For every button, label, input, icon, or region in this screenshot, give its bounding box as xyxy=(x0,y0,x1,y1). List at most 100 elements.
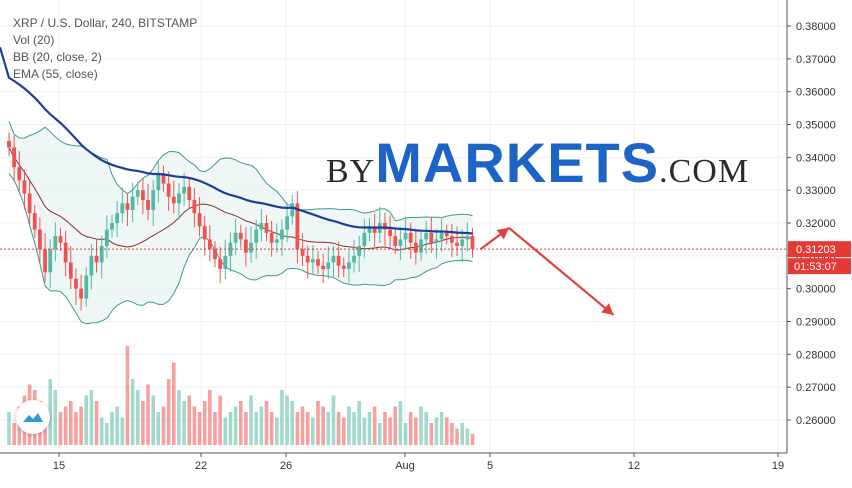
volume-bar xyxy=(439,412,444,445)
candle-body xyxy=(207,239,212,250)
candle-body xyxy=(110,223,114,230)
watermark-by: BY xyxy=(326,153,376,190)
axes: 0.38000 0.37000 0.36000 0.35000 0.34000 0.330… xyxy=(0,0,851,472)
volume-bar xyxy=(202,401,207,445)
candle-body xyxy=(424,232,429,240)
candle-body xyxy=(192,200,197,214)
volume-bar xyxy=(357,401,361,445)
candle-body xyxy=(285,216,289,230)
volume-bar xyxy=(336,412,341,445)
legend-ema: EMA (55, close) xyxy=(13,67,98,81)
volume-bar xyxy=(161,406,166,445)
volume-bar xyxy=(12,423,16,445)
candle-body xyxy=(146,200,150,210)
candle-body xyxy=(460,239,465,246)
price-tick-label: 0.27000 xyxy=(796,382,836,394)
candle-body xyxy=(135,190,140,197)
volume-bar xyxy=(347,406,351,445)
volume-bar xyxy=(94,401,99,445)
candle-body xyxy=(27,193,32,214)
volume-bar xyxy=(352,412,356,445)
volume-bar xyxy=(141,401,145,445)
candle-body xyxy=(125,203,130,210)
volume-bar xyxy=(166,379,171,445)
volume-bar xyxy=(197,412,202,445)
time-tick-label: 26 xyxy=(280,460,292,472)
candle-body xyxy=(238,232,243,240)
volume-bar xyxy=(465,428,470,445)
price-tick-label: 0.36000 xyxy=(796,87,836,99)
candle-body xyxy=(89,255,94,276)
candle-body xyxy=(156,173,161,191)
volume-bar xyxy=(172,362,176,445)
candle-body xyxy=(300,249,305,256)
volume-bar xyxy=(331,395,336,445)
candle-body xyxy=(444,232,449,237)
ema-line xyxy=(0,46,473,235)
volume-bar xyxy=(238,401,243,445)
volume-bar xyxy=(84,395,89,445)
volume-bar xyxy=(305,412,310,445)
volume-bar xyxy=(69,401,73,445)
candle-body xyxy=(171,196,176,204)
candle-body xyxy=(280,229,284,240)
candle-body xyxy=(383,223,387,230)
volume-bar xyxy=(151,395,155,445)
volume-bar xyxy=(125,346,130,445)
candle-body xyxy=(177,193,181,204)
volume-bar xyxy=(259,406,264,445)
candle-body xyxy=(290,203,295,217)
time-tick-label: 19 xyxy=(772,460,784,472)
candle-body xyxy=(372,226,377,233)
candle-body xyxy=(130,196,135,210)
volume-bar xyxy=(223,417,228,445)
forecast-arrow-up-head xyxy=(496,227,509,240)
price-tick-label: 0.32000 xyxy=(796,218,836,230)
candle-body xyxy=(429,232,434,243)
volume-bar xyxy=(218,395,222,445)
candle-body xyxy=(187,186,192,201)
ema-55-line xyxy=(0,46,473,235)
candle-body xyxy=(244,239,248,253)
candle-body xyxy=(470,236,475,250)
candle-body xyxy=(182,186,186,194)
tradingview-logo-icon[interactable] xyxy=(16,400,50,434)
volume-bar xyxy=(110,412,114,445)
price-tick-label: 0.34000 xyxy=(796,152,836,164)
candle-body xyxy=(331,255,336,263)
candle-body xyxy=(120,203,125,214)
volume-bar xyxy=(316,401,320,445)
candle-body xyxy=(166,183,171,197)
volume-bar xyxy=(470,434,475,445)
candle-body xyxy=(58,236,63,243)
volume-bar xyxy=(115,406,119,445)
volume-bar xyxy=(53,390,58,445)
candle-body xyxy=(455,242,459,246)
price-tick-label: 0.28000 xyxy=(796,349,836,361)
volume-bar xyxy=(146,384,150,445)
price-tick-label: 0.33000 xyxy=(796,185,836,197)
candle-body xyxy=(233,232,238,243)
volume-bar xyxy=(7,412,11,445)
candle-body xyxy=(362,232,367,246)
volume-bar xyxy=(74,412,78,445)
candle-body xyxy=(32,213,37,230)
volume-bar xyxy=(326,412,331,445)
volume-bar xyxy=(414,417,418,445)
candle-body xyxy=(249,242,253,253)
forecast-arrow-down xyxy=(508,227,615,316)
candle-body xyxy=(259,223,264,230)
candle-body xyxy=(295,203,300,250)
candle-body xyxy=(264,223,269,233)
time-tick-label: 15 xyxy=(53,460,65,472)
candle-body xyxy=(434,239,439,243)
volume-bar xyxy=(89,390,94,445)
candle-body xyxy=(228,242,233,256)
candle-body xyxy=(63,242,68,263)
candle-body xyxy=(357,245,362,256)
volume-bar xyxy=(130,379,135,445)
time-tick-label: 5 xyxy=(487,460,493,472)
volume-bar xyxy=(311,417,315,445)
